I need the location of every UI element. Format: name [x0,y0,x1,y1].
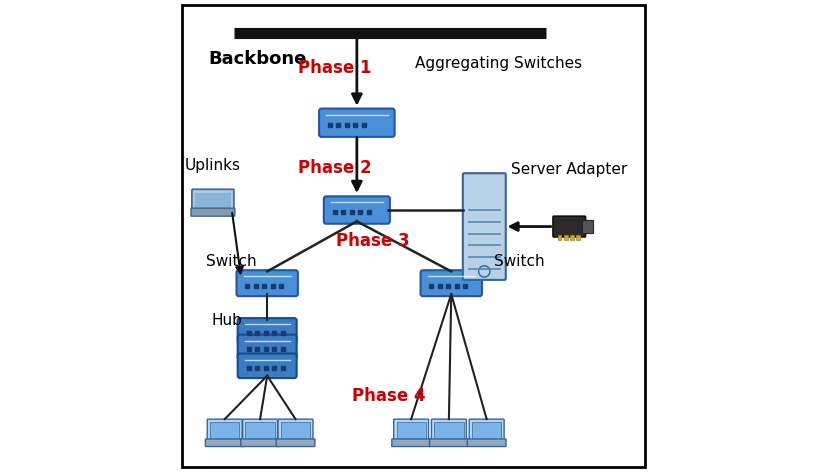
FancyBboxPatch shape [237,335,297,359]
Text: Phase 2: Phase 2 [298,159,371,177]
Text: Phase 3: Phase 3 [336,232,409,250]
FancyBboxPatch shape [421,270,482,296]
FancyBboxPatch shape [192,189,234,211]
FancyBboxPatch shape [237,354,297,378]
FancyBboxPatch shape [564,235,567,240]
FancyBboxPatch shape [195,193,231,208]
FancyBboxPatch shape [319,109,394,137]
FancyBboxPatch shape [324,196,390,224]
FancyBboxPatch shape [210,422,239,439]
FancyBboxPatch shape [463,173,506,280]
FancyBboxPatch shape [276,439,315,447]
FancyBboxPatch shape [242,419,278,442]
FancyBboxPatch shape [237,270,298,296]
Text: Phase 4: Phase 4 [352,388,426,405]
FancyBboxPatch shape [246,422,275,439]
FancyBboxPatch shape [241,439,280,447]
FancyBboxPatch shape [472,422,501,439]
FancyBboxPatch shape [553,216,586,237]
Text: Hub: Hub [212,313,242,329]
Text: Backbone: Backbone [208,50,307,68]
FancyBboxPatch shape [281,422,310,439]
FancyBboxPatch shape [278,419,313,442]
FancyBboxPatch shape [434,422,463,439]
FancyBboxPatch shape [467,439,506,447]
Text: Uplinks: Uplinks [185,158,241,173]
FancyBboxPatch shape [429,439,468,447]
FancyBboxPatch shape [432,419,466,442]
FancyBboxPatch shape [392,439,431,447]
Text: Switch: Switch [495,254,545,270]
FancyBboxPatch shape [394,419,428,442]
FancyBboxPatch shape [557,235,562,240]
FancyBboxPatch shape [237,318,297,343]
Text: Switch: Switch [207,254,257,270]
Text: Aggregating Switches: Aggregating Switches [415,56,582,71]
FancyBboxPatch shape [191,208,235,216]
FancyBboxPatch shape [208,419,242,442]
Text: Server Adapter: Server Adapter [511,162,628,177]
FancyBboxPatch shape [469,419,504,442]
FancyBboxPatch shape [570,235,574,240]
FancyBboxPatch shape [205,439,244,447]
FancyBboxPatch shape [581,220,593,233]
FancyBboxPatch shape [396,422,426,439]
Text: Phase 1: Phase 1 [298,59,371,77]
FancyBboxPatch shape [576,235,580,240]
